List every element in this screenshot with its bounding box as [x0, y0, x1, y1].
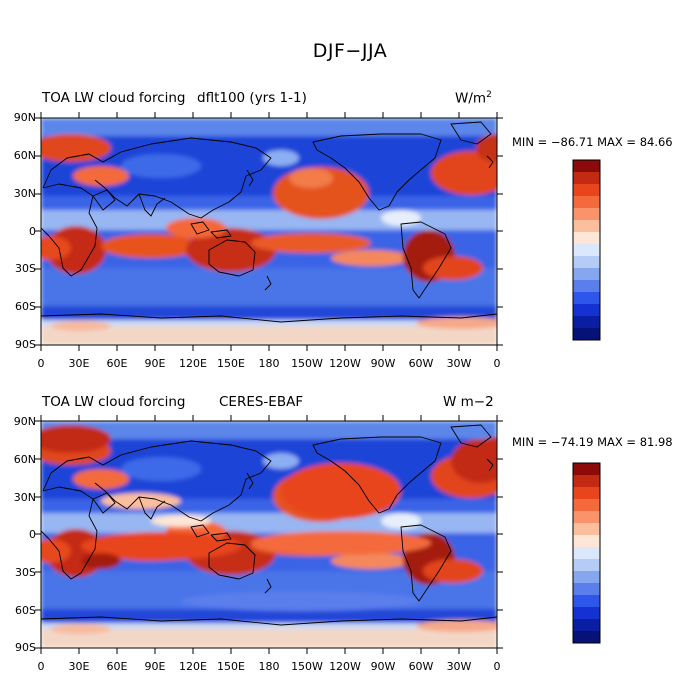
panel-units: W/m2 — [455, 90, 492, 107]
colorbar-swatch — [573, 208, 600, 221]
xtick-label: 0 — [493, 660, 501, 673]
ytick-label: 90N — [13, 111, 36, 124]
colorbar-swatch — [573, 475, 600, 488]
panel-left-label: TOA LW cloud forcing — [42, 90, 186, 106]
colorbar-swatch — [573, 244, 600, 257]
xtick-label: 30W — [446, 357, 472, 370]
colorbar-swatch — [573, 631, 600, 644]
xtick-label: 120W — [329, 357, 361, 370]
colorbar-swatch — [573, 559, 600, 572]
colorbar-swatch — [573, 511, 600, 524]
colorbar-swatch — [573, 595, 600, 608]
xtick-label: 90E — [144, 660, 166, 673]
units-superscript: 2 — [486, 90, 492, 100]
panel-min-max: MIN = −86.71 MAX = 84.66 — [512, 135, 673, 149]
xtick-label: 120E — [179, 357, 207, 370]
ytick-label: 60S — [15, 300, 36, 313]
colorbar-swatch — [573, 304, 600, 317]
ytick-label: 90S — [15, 338, 36, 351]
xtick-label: 90E — [144, 357, 166, 370]
xtick-label: 90W — [370, 357, 396, 370]
panel-center-label: dflt100 (yrs 1-1) — [197, 90, 307, 106]
ytick-label: 30N — [13, 491, 36, 504]
xtick-label: 90W — [370, 660, 396, 673]
xtick-label: 60E — [106, 660, 128, 673]
ytick-label: 0 — [29, 225, 36, 238]
colorbar-swatch — [573, 463, 600, 476]
colorbar-1 — [572, 159, 601, 341]
xtick-label: 150W — [291, 357, 323, 370]
ytick-label: 30S — [15, 262, 36, 275]
colorbar-swatch — [573, 487, 600, 500]
figure-title: DJF−JJA — [312, 40, 388, 62]
colorbar-swatch — [573, 619, 600, 632]
panel-left-label: TOA LW cloud forcing — [42, 394, 186, 410]
xtick-label: 30E — [68, 660, 90, 673]
colorbar-swatch — [573, 268, 600, 281]
xtick-label: 180 — [258, 660, 280, 673]
colorbar-swatch — [573, 499, 600, 512]
ytick-label: 60S — [15, 604, 36, 617]
colorbar-swatch — [573, 316, 600, 329]
colorbar-swatch — [573, 160, 600, 173]
xtick-label: 150E — [217, 660, 245, 673]
colorbar-swatch — [573, 583, 600, 596]
xtick-label: 60W — [408, 660, 434, 673]
colorbar-swatch — [573, 184, 600, 197]
colorbar-swatch — [573, 607, 600, 620]
panel-units: W m−2 — [443, 394, 494, 410]
map-panel-1 — [41, 118, 497, 345]
ytick-label: 30N — [13, 187, 36, 200]
xtick-label: 150E — [217, 357, 245, 370]
colorbar-swatch — [573, 220, 600, 233]
xtick-label: 120E — [179, 660, 207, 673]
colorbar-swatch — [573, 292, 600, 305]
ytick-label: 30S — [15, 566, 36, 579]
colorbar-swatch — [573, 571, 600, 584]
panel-center-label: CERES-EBAF — [219, 394, 304, 410]
colorbar-swatch — [573, 256, 600, 269]
colorbar-swatch — [573, 523, 600, 536]
xtick-label: 0 — [37, 660, 45, 673]
ytick-label: 0 — [29, 528, 36, 541]
xtick-label: 30W — [446, 660, 472, 673]
map-panel-2 — [41, 421, 497, 648]
ytick-label: 90N — [13, 415, 36, 428]
panel-min-max: MIN = −74.19 MAX = 81.98 — [512, 435, 673, 449]
colorbar-swatch — [573, 232, 600, 245]
colorbar-2 — [572, 462, 601, 644]
xtick-label: 60W — [408, 357, 434, 370]
xtick-label: 0 — [493, 357, 501, 370]
colorbar-swatch — [573, 535, 600, 548]
xtick-label: 60E — [106, 357, 128, 370]
axis-ticks-1 — [35, 112, 503, 351]
colorbar-swatch — [573, 196, 600, 209]
ytick-label: 60N — [13, 149, 36, 162]
xtick-label: 180 — [258, 357, 280, 370]
xtick-label: 0 — [37, 357, 45, 370]
colorbar-frame — [572, 462, 601, 644]
units-text: W/m — [455, 90, 487, 107]
xtick-label: 30E — [68, 357, 90, 370]
ytick-label: 90S — [15, 641, 36, 654]
axis-ticks-2 — [35, 415, 503, 654]
xtick-label: 120W — [329, 660, 361, 673]
colorbar-swatch — [573, 172, 600, 185]
xtick-label: 150W — [291, 660, 323, 673]
colorbar-swatch — [573, 547, 600, 560]
colorbar-swatch — [573, 280, 600, 293]
ytick-label: 60N — [13, 453, 36, 466]
colorbar-frame — [572, 159, 601, 341]
colorbar-swatch — [573, 328, 600, 341]
